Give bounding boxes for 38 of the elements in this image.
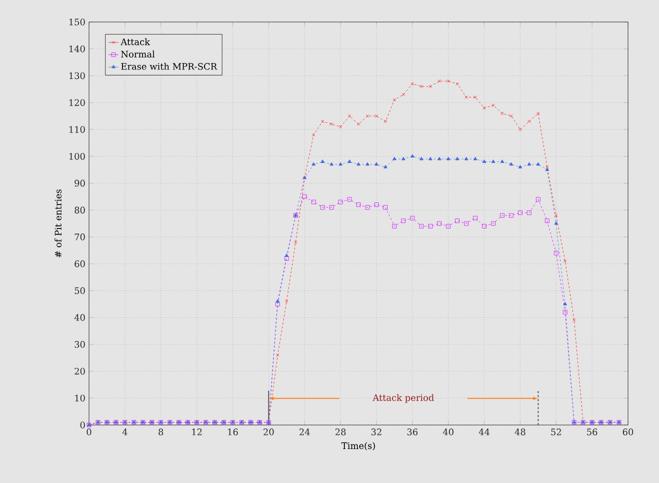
y-tick-label: 80 — [74, 206, 85, 214]
y-tick-label: 120 — [69, 99, 85, 106]
y-tick-label: 100 — [69, 152, 85, 160]
x-tick-label: 56 — [587, 428, 598, 436]
x-tick-label: 60 — [622, 428, 634, 436]
y-tick-label: 60 — [74, 260, 85, 268]
y-tick-label: 0 — [80, 422, 85, 428]
x-tick-label: 20 — [264, 428, 274, 436]
x-tick-label: 48 — [514, 428, 526, 436]
y-tick-label: 90 — [74, 180, 85, 187]
annotation: Attack period — [372, 394, 434, 403]
legend-label: Attack — [120, 38, 150, 46]
x-tick-label: 40 — [442, 428, 454, 436]
y-tick-label: 150 — [69, 18, 85, 26]
y-tick-label: 140 — [69, 45, 85, 52]
x-tick-label: 8 — [158, 428, 164, 436]
y-tick-label: 70 — [74, 234, 85, 240]
x-tick-label: 44 — [478, 428, 490, 436]
x-tick-label: 52 — [551, 428, 561, 436]
y-tick-label: 10 — [75, 394, 85, 402]
y-tick-label: 20 — [74, 368, 85, 375]
y-tick-label: 130 — [69, 72, 85, 80]
x-tick-label: 28 — [335, 428, 346, 436]
x-tick-label: 4 — [122, 428, 128, 436]
x-tick-label: 24 — [300, 428, 310, 436]
y-tick-label: 50 — [74, 287, 85, 294]
x-tick-label: 16 — [228, 428, 238, 436]
x-axis-title: Time(s) — [341, 442, 375, 450]
x-tick-label: 12 — [192, 428, 202, 436]
legend-label: Erase with MPR-SCR — [121, 62, 218, 70]
y-tick-label: 110 — [69, 126, 85, 133]
y-tick-label: 30 — [74, 341, 85, 348]
y-axis-title: # of Pit entries — [54, 189, 62, 258]
x-tick-label: 0 — [86, 428, 92, 436]
legend-label: Normal — [121, 50, 155, 58]
x-tick-label: 32 — [371, 428, 382, 436]
y-tick-label: 40 — [74, 314, 85, 321]
x-tick-label: 36 — [407, 428, 418, 436]
